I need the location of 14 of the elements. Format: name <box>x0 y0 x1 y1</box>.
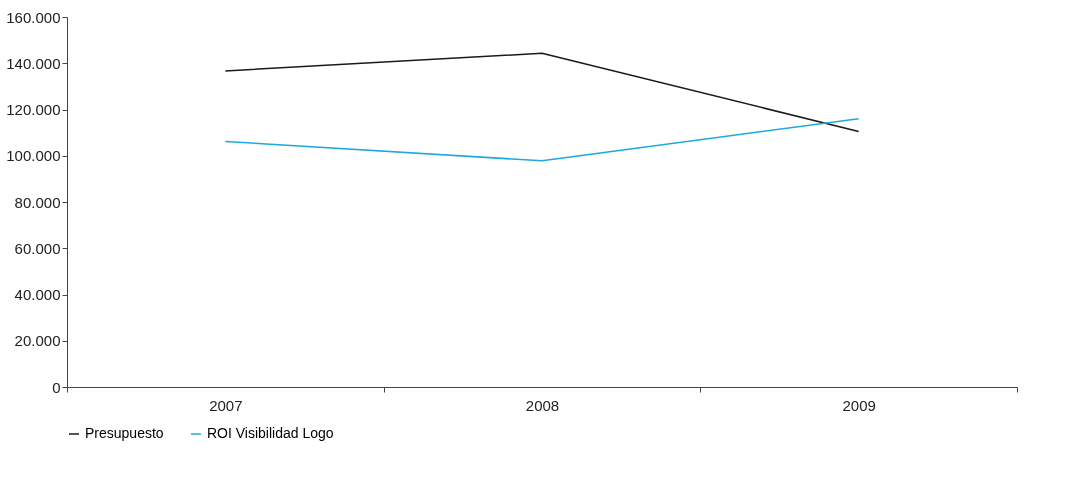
y-tick-label: 0 <box>52 378 61 396</box>
x-tick-label: 2008 <box>525 396 560 414</box>
y-tick-label: 140.000 <box>6 54 61 72</box>
y-tick-label: 60.000 <box>14 239 61 257</box>
legend-label: Presupuesto <box>85 425 164 441</box>
y-tick-label: 120.000 <box>6 101 61 118</box>
y-tick-label: 20.000 <box>14 332 61 350</box>
y-tick-label: 40.000 <box>14 286 61 303</box>
y-tick-label: 160.000 <box>6 8 61 26</box>
x-tick-label: 2007 <box>209 396 243 414</box>
y-tick-label: 80.000 <box>14 193 61 211</box>
x-tick-label: 2009 <box>842 396 876 414</box>
legend-label: ROI Visibilidad Logo <box>207 425 334 441</box>
y-tick-label: 100.000 <box>6 147 61 165</box>
